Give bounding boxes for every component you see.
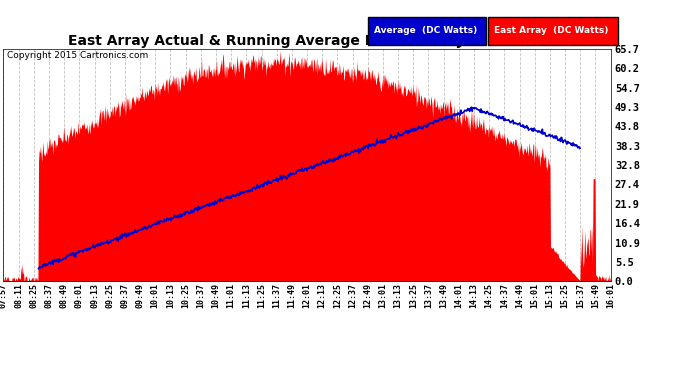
Title: East Array Actual & Running Average Power Wed Jan 7 16:02: East Array Actual & Running Average Powe… bbox=[68, 34, 546, 48]
Text: East Array  (DC Watts): East Array (DC Watts) bbox=[494, 26, 609, 36]
Text: Copyright 2015 Cartronics.com: Copyright 2015 Cartronics.com bbox=[7, 51, 148, 60]
Text: Average  (DC Watts): Average (DC Watts) bbox=[374, 26, 477, 36]
